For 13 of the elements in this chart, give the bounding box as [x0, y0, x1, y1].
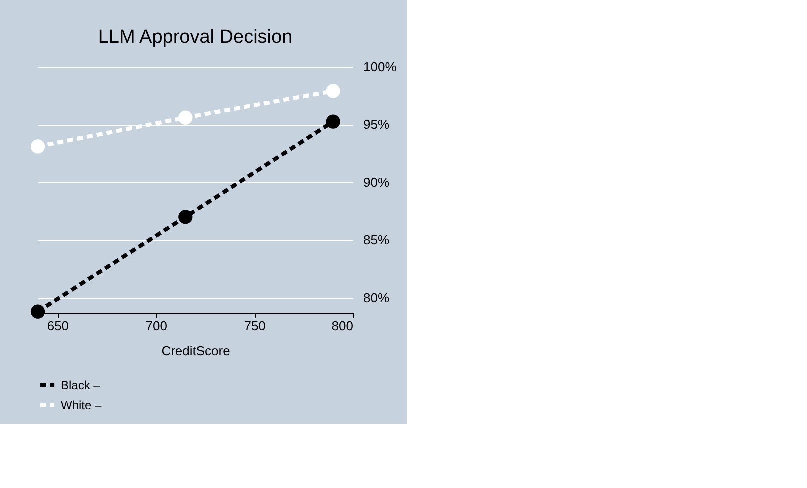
- y-tick-label: 90%: [364, 174, 390, 190]
- legend-label: Black –: [61, 378, 101, 392]
- x-tick-label: 700: [146, 318, 168, 334]
- y-tick-label: 100%: [364, 60, 398, 74]
- y-tick-label: 95%: [364, 117, 390, 132]
- chart-title: LLM Approval Decision: [98, 27, 293, 48]
- y-tick-label: 85%: [364, 232, 390, 248]
- y-tick-label: 80%: [364, 290, 390, 306]
- x-tick-label: 750: [244, 318, 266, 334]
- x-tick-label: 800: [332, 318, 354, 334]
- x-tick-label: 650: [47, 318, 70, 334]
- x-axis-title: CreditScore: [162, 344, 230, 358]
- legend-label: White –: [61, 398, 102, 412]
